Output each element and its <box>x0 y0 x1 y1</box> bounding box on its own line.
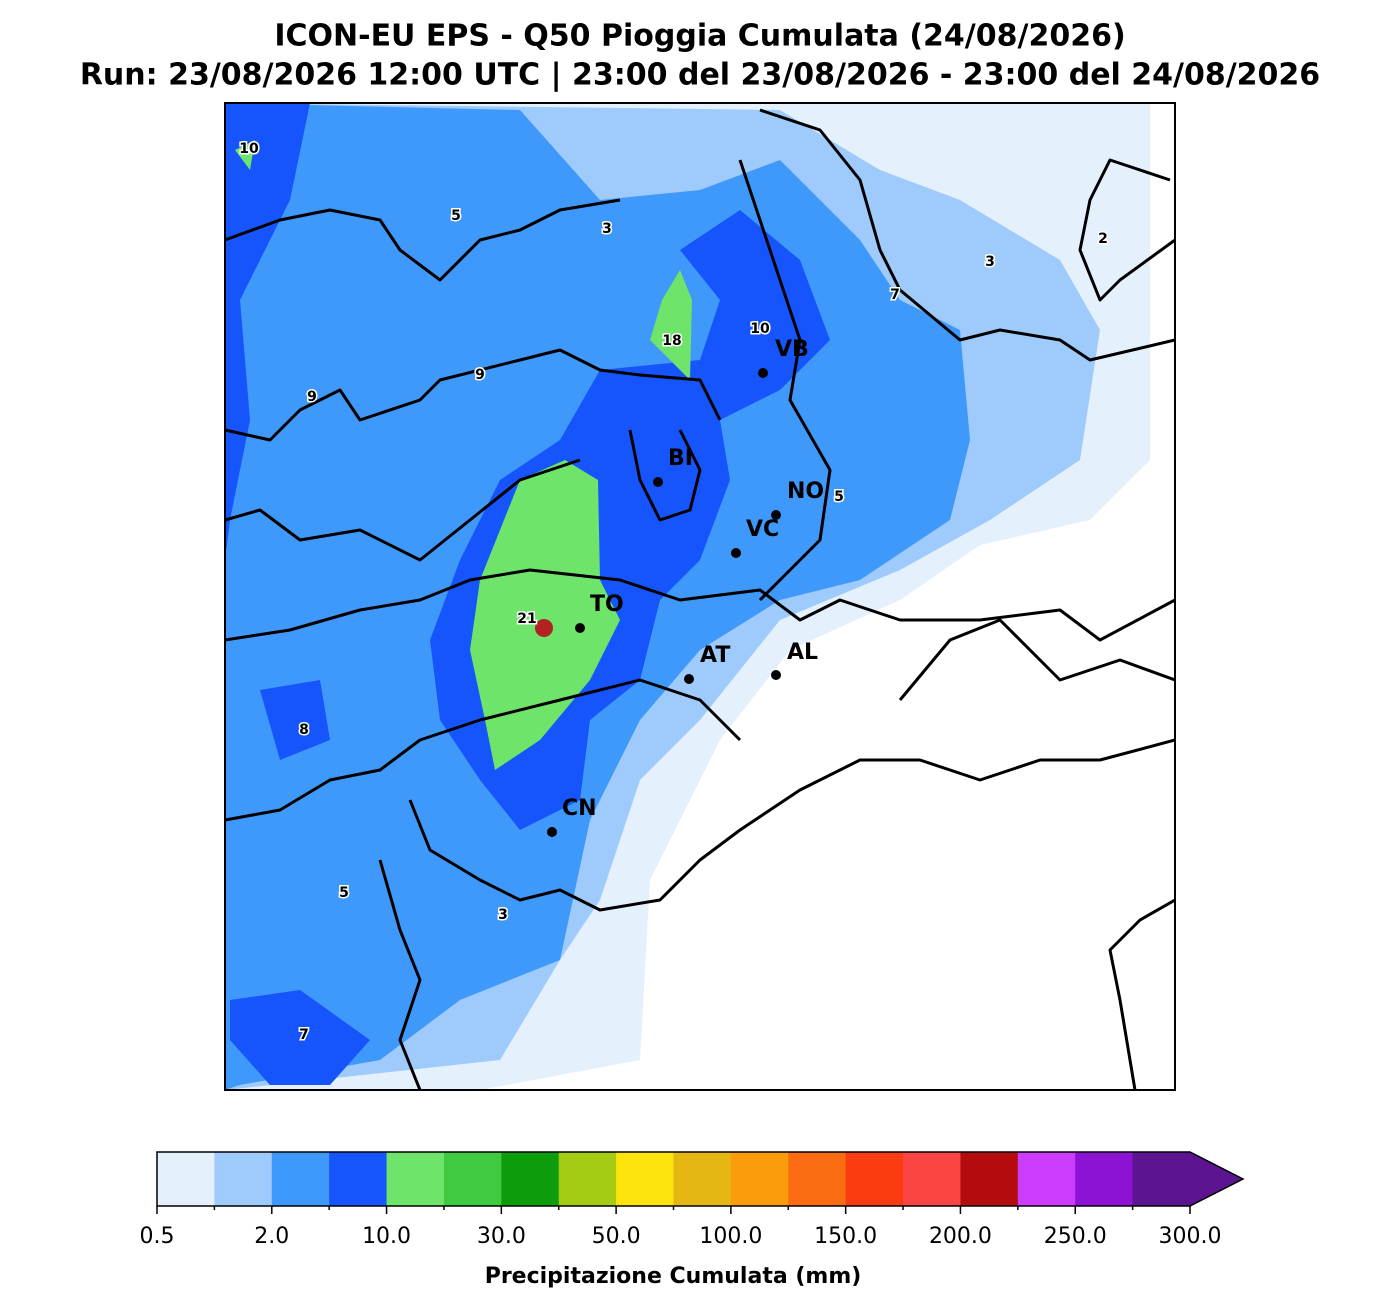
colorbar-tick-label: 10.0 <box>362 1224 411 1249</box>
colorbar-bin <box>1132 1152 1190 1206</box>
contour-label: 2 <box>1098 231 1108 247</box>
border <box>628 429 702 522</box>
border <box>225 568 1175 642</box>
colorbar-bin <box>214 1152 273 1206</box>
colorbar: 0.5 2.0 10.0 30.0 50.0 100.0 150.0 200.0 250.0 30… <box>140 1151 1245 1249</box>
colorbar-tick-label: 300.0 <box>1159 1224 1222 1249</box>
colorbar-bin <box>443 1152 502 1206</box>
border <box>408 738 1175 912</box>
border <box>378 859 422 1090</box>
city-dots <box>547 368 781 837</box>
border <box>898 618 1175 701</box>
contour-label: 7 <box>890 287 900 303</box>
colorbar-tick-label: 2.0 <box>254 1224 289 1249</box>
contour-label: 21 <box>517 611 536 627</box>
colorbar-bin <box>558 1152 617 1206</box>
colorbar-bin <box>386 1152 445 1206</box>
colorbar-bin <box>1017 1152 1076 1206</box>
colorbar-bin <box>845 1152 904 1206</box>
colorbar-outline <box>156 1151 1245 1207</box>
city-label: AL <box>787 640 818 665</box>
map-frame <box>224 102 1176 1091</box>
colorbar-tick-label: 30.0 <box>477 1224 526 1249</box>
colorbar-label: Precipitazione Cumulata (mm) <box>485 1264 862 1289</box>
contour-label: 5 <box>451 208 461 224</box>
contour-label: 9 <box>475 367 485 383</box>
colorbar-bin <box>157 1152 215 1206</box>
city-label: NO <box>787 479 824 504</box>
colorbar-bin <box>903 1152 961 1206</box>
border <box>1078 158 1175 302</box>
colorbar-tick-label: 100.0 <box>699 1224 762 1249</box>
contour-label: 5 <box>339 885 349 901</box>
city-label: BI <box>668 446 693 471</box>
border <box>738 159 832 602</box>
border <box>225 458 581 562</box>
colorbar-tick-label: 50.0 <box>592 1224 641 1249</box>
max-marker <box>535 619 553 637</box>
city-label: VC <box>746 517 779 542</box>
city-label: CN <box>562 796 597 821</box>
colorbar-tick-label: 250.0 <box>1044 1224 1107 1249</box>
contour-label: 5 <box>834 489 844 505</box>
subtitle: Run: 23/08/2026 12:00 UTC | 23:00 del 23… <box>80 58 1320 93</box>
contour-label: 10 <box>239 141 259 157</box>
colorbar-bin <box>960 1152 1019 1206</box>
colorbar-tick-label: 150.0 <box>814 1224 877 1249</box>
border <box>1108 898 1175 1090</box>
colorbar-bin <box>788 1152 847 1206</box>
contour-label: 18 <box>662 333 681 349</box>
colorbar-bin <box>271 1152 330 1206</box>
colorbar-tick-label: 200.0 <box>929 1224 992 1249</box>
colorbar-bin <box>329 1152 388 1206</box>
map: VB BI NO VC TO AT AL CN 10 5 3 2 3 7 10 … <box>224 102 1176 1091</box>
colorbar-bin <box>730 1152 789 1206</box>
contour-label: 3 <box>602 221 612 237</box>
contour-label: 8 <box>299 722 309 738</box>
city-label: TO <box>590 592 624 617</box>
border <box>225 348 722 442</box>
colorbar-bin <box>1075 1152 1134 1206</box>
city-label: VB <box>775 337 809 362</box>
colorbar-bin <box>616 1152 674 1206</box>
contour-label: 9 <box>307 389 317 405</box>
title: ICON-EU EPS - Q50 Pioggia Cumulata (24/0… <box>274 19 1125 54</box>
contour-label: 7 <box>299 1027 309 1043</box>
city-label: AT <box>700 643 730 668</box>
border <box>225 198 621 282</box>
colorbar-tick-label: 0.5 <box>140 1224 175 1249</box>
border <box>225 678 742 822</box>
border <box>759 108 1175 362</box>
contour-label: 3 <box>985 254 995 270</box>
colorbar-bin <box>673 1152 732 1206</box>
contour-label: 10 <box>750 321 770 337</box>
contour-label: 3 <box>498 907 508 923</box>
colorbar-bin <box>501 1152 560 1206</box>
